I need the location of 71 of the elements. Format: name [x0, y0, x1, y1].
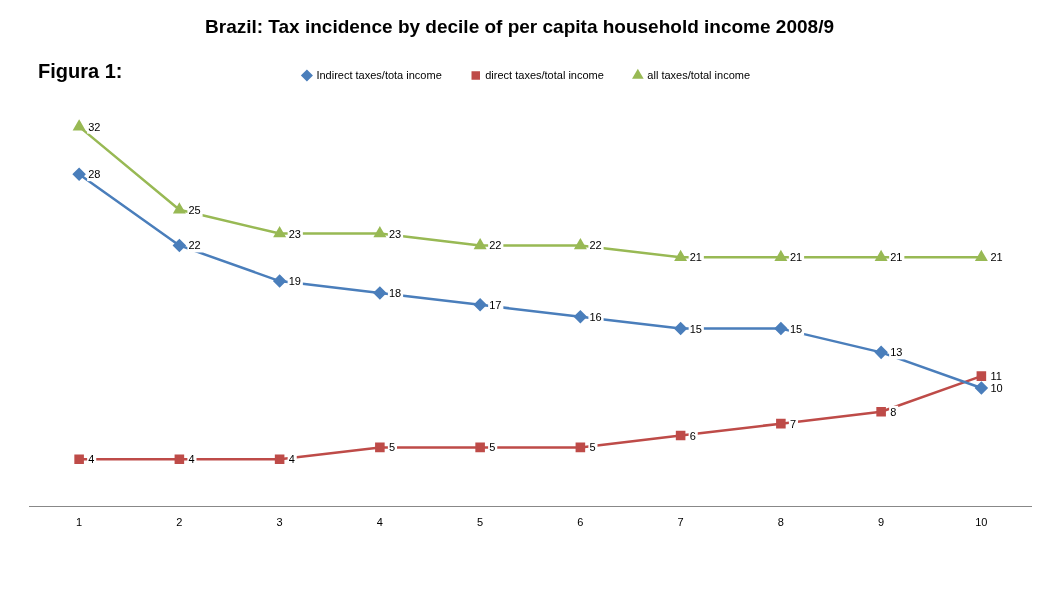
- data-label: 10: [990, 382, 1003, 395]
- data-label: 4: [288, 453, 295, 466]
- x-tick-label: 8: [777, 516, 784, 529]
- point: [776, 418, 786, 429]
- data-label: 18: [388, 286, 402, 299]
- x-tick-label: 7: [677, 516, 684, 529]
- point: [575, 442, 586, 453]
- point: [74, 454, 84, 465]
- point: [876, 406, 886, 417]
- data-label: 21: [789, 251, 803, 264]
- data-label: 5: [388, 441, 395, 454]
- data-label: 25: [188, 203, 201, 216]
- data-label: 15: [689, 322, 702, 335]
- legend-label: all taxes/total income: [647, 68, 751, 81]
- data-label: 4: [88, 453, 95, 466]
- point: [373, 286, 387, 300]
- x-tick-label: 3: [276, 516, 283, 529]
- legend-label: direct taxes/total income: [485, 68, 604, 81]
- point: [475, 442, 485, 453]
- point: [774, 322, 788, 335]
- data-label: 7: [789, 417, 796, 430]
- x-tick-label: 4: [376, 516, 383, 529]
- x-tick-label: 6: [577, 516, 584, 529]
- point: [274, 454, 285, 465]
- data-label: 22: [188, 239, 201, 252]
- data-label: 22: [489, 239, 502, 252]
- point: [173, 239, 186, 252]
- data-label: 5: [489, 441, 496, 454]
- chart-title: Brazil: Tax incidence by decile of per capita household income 2008/9: [204, 16, 835, 38]
- data-label: 23: [388, 227, 402, 240]
- point: [473, 298, 487, 312]
- point: [874, 346, 888, 359]
- point: [675, 430, 686, 441]
- point: [72, 167, 86, 181]
- point: [574, 239, 586, 250]
- point: [73, 120, 85, 131]
- x-tick-label: 2: [176, 516, 183, 529]
- point: [374, 227, 386, 238]
- point: [574, 310, 587, 323]
- x-tick-label: 10: [975, 516, 988, 529]
- data-label: 19: [288, 275, 301, 288]
- data-label: 5: [589, 441, 596, 454]
- data-label: 32: [88, 120, 101, 133]
- x-tick-label: 1: [76, 516, 83, 529]
- point: [976, 371, 987, 381]
- data-label: 22: [589, 239, 602, 252]
- point: [273, 274, 286, 288]
- data-label: 21: [990, 251, 1003, 264]
- data-label: 8: [890, 405, 897, 418]
- data-label: 11: [990, 370, 1002, 383]
- legend-label: Indirect taxes/tota income: [316, 68, 442, 81]
- data-label: 21: [689, 251, 702, 264]
- data-label: 13: [890, 346, 903, 359]
- x-tick-label: 5: [477, 516, 484, 529]
- data-label: 4: [188, 453, 195, 466]
- point: [975, 381, 988, 395]
- point: [375, 442, 385, 453]
- point: [173, 203, 185, 214]
- point: [474, 239, 486, 250]
- data-label: 15: [789, 322, 803, 335]
- data-label: 16: [589, 310, 602, 323]
- text: Figura 1:: [38, 60, 123, 83]
- data-label: 23: [288, 227, 301, 240]
- data-label: 6: [689, 429, 696, 442]
- point: [174, 454, 185, 465]
- data-label: 17: [489, 298, 502, 311]
- x-tick-label: 9: [878, 516, 885, 529]
- point: [274, 227, 286, 238]
- data-label: 28: [88, 168, 101, 181]
- data-label: 21: [890, 251, 903, 264]
- point: [674, 322, 687, 335]
